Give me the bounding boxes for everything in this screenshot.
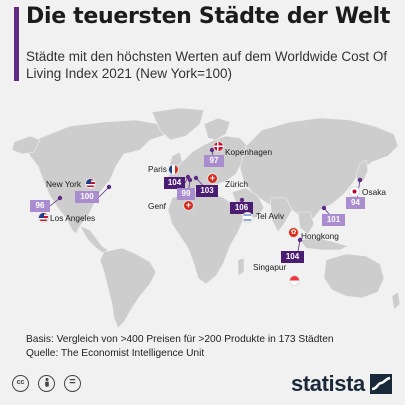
city-point-hongkong [321, 205, 327, 211]
scandinavia-landmass [203, 117, 231, 141]
madagascar-landmass [237, 257, 245, 277]
southeast-asia-landmass [297, 211, 315, 235]
new-zealand-landmass [391, 291, 401, 311]
value-badge-hongkong: 101 [322, 214, 345, 226]
city-label-tel-aviv: Tel Aviv [256, 211, 284, 221]
city-label-osaka: Osaka [362, 187, 386, 197]
value-badge-singapur: 104 [281, 251, 304, 263]
city-label-kopenhagen: Kopenhagen [225, 147, 273, 157]
south-america-landmass [99, 247, 157, 329]
world-map [11, 107, 401, 329]
city-point-los-angeles [57, 195, 63, 201]
statista-logo-icon [370, 374, 392, 394]
city-label-genf: Genf [148, 201, 166, 211]
value-badge-tel-aviv: 106 [230, 202, 253, 214]
value-badge-zuerich: 103 [196, 185, 218, 197]
value-badge-kopenhagen: 97 [204, 155, 224, 167]
india-landmass [269, 197, 293, 233]
central-america-landmass [79, 225, 109, 255]
city-point-singapur [297, 237, 303, 243]
indonesia-landmass [299, 237, 349, 251]
greenland-landmass [151, 107, 205, 141]
person-icon [44, 378, 49, 387]
city-label-los-angeles: Los Angeles [50, 213, 96, 223]
value-badge-paris: 104 [164, 177, 185, 189]
switzerland-flag-icon: + [207, 173, 218, 184]
city-label-hongkong: Hongkong [301, 231, 339, 241]
city-point-paris [185, 174, 191, 180]
japan-flag-icon [349, 186, 360, 197]
city-label-zuerich: Zürich [225, 179, 249, 189]
alaska-landmass [11, 135, 41, 155]
city-point-genf [187, 177, 193, 183]
city-label-singapur: Singapur [253, 262, 287, 272]
city-label-new-york: New York [46, 179, 82, 189]
connector-line-new-york [98, 186, 110, 198]
switzerland-flag-icon: + [183, 200, 194, 211]
value-badge-new-york: 100 [75, 191, 99, 203]
value-badge-genf: 99 [177, 188, 195, 200]
australia-landmass [323, 253, 385, 299]
statista-logo[interactable]: statista [291, 371, 365, 396]
japan-landmass [355, 159, 369, 185]
us-flag-icon [38, 212, 49, 223]
note-source: Quelle: The Economist Intelligence Unit [26, 348, 205, 359]
city-point-tel-aviv [239, 197, 245, 203]
note-basis: Basis: Vergleich von >400 Preisen für >2… [26, 334, 334, 345]
asia-landmass [239, 117, 399, 221]
city-label-paris: Paris [148, 164, 167, 174]
africa-landmass [167, 191, 245, 285]
chart-title: Die teuersten Städte der Welt [26, 4, 391, 29]
attribution-icon[interactable] [38, 375, 55, 392]
creative-commons-icon[interactable]: cc [12, 375, 29, 392]
denmark-flag-icon [213, 141, 224, 152]
no-derivatives-icon[interactable]: = [64, 375, 81, 392]
chart-subtitle: Städte mit den höchsten Werten auf dem W… [26, 49, 388, 81]
singapore-flag-icon [289, 275, 300, 286]
city-point-new-york [106, 184, 112, 190]
france-flag-icon [168, 164, 179, 175]
statista-wave-icon [371, 376, 391, 391]
value-badge-osaka: 94 [346, 197, 365, 209]
us-flag-icon [85, 178, 96, 189]
hongkong-flag-icon: ✿ [288, 227, 299, 238]
title-accent-bar [14, 7, 19, 81]
city-point-osaka [357, 177, 363, 183]
israel-flag-icon [242, 212, 253, 223]
city-point-zuerich [193, 175, 199, 181]
value-badge-los-angeles: 96 [30, 200, 50, 212]
